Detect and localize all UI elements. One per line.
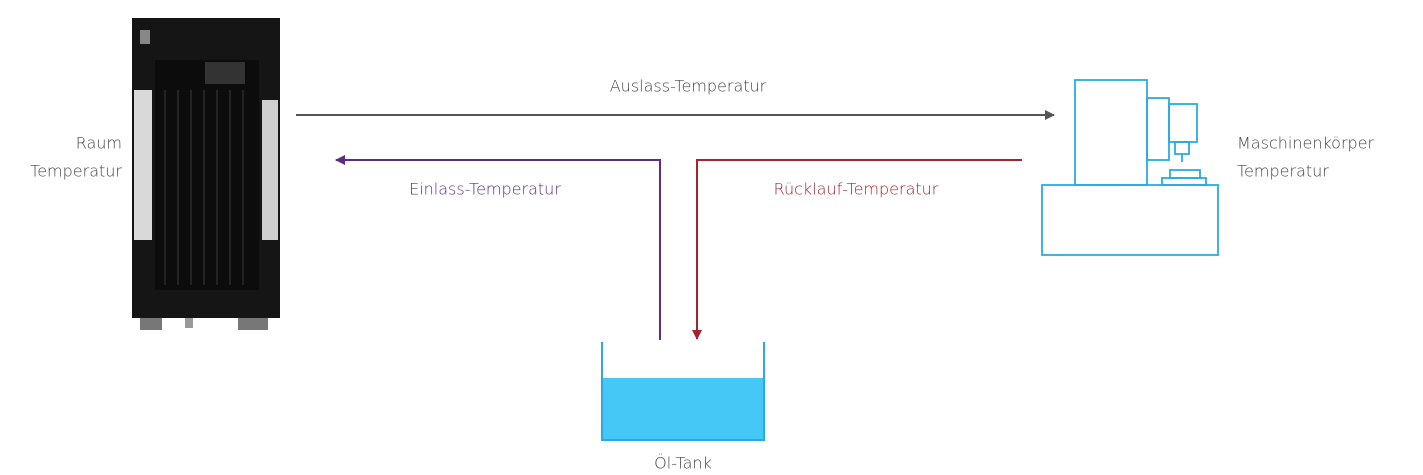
machine-icon bbox=[1041, 79, 1219, 256]
return-arrow bbox=[692, 159, 1022, 340]
return-label: Rücklauf-Temperatur bbox=[774, 180, 939, 199]
inlet-label: Einlass-Temperatur bbox=[409, 180, 561, 199]
outlet-label: Auslass-Temperatur bbox=[610, 77, 767, 96]
chiller-unit bbox=[132, 18, 280, 330]
oil-tank bbox=[601, 342, 765, 441]
machine-label: Maschinenkörper bbox=[1237, 134, 1375, 153]
inlet-arrow bbox=[335, 155, 661, 340]
chiller-label: Temperatur bbox=[30, 162, 122, 181]
chiller-label: Raum bbox=[76, 134, 122, 153]
machine-label: Temperatur bbox=[1237, 162, 1329, 181]
tank-label: Öl-Tank bbox=[654, 454, 712, 473]
